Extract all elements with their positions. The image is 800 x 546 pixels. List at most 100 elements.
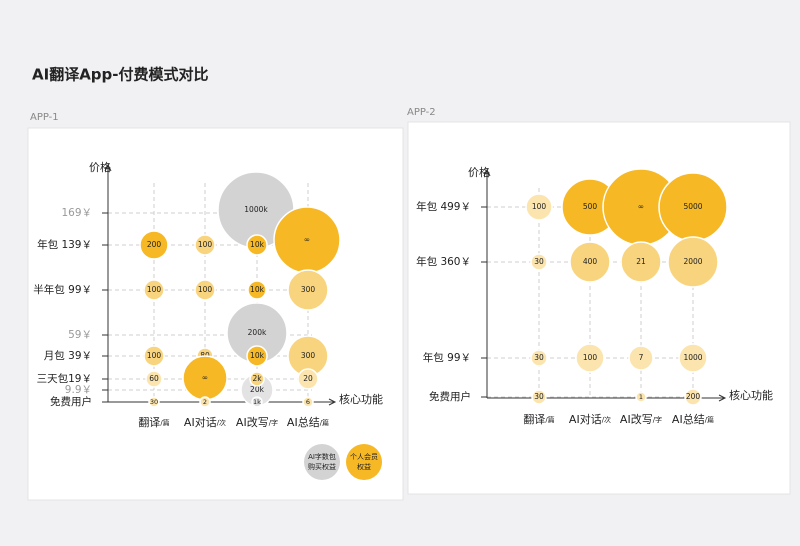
- row-label: 年包 139￥: [37, 238, 92, 251]
- bubble-label: 400: [583, 257, 598, 266]
- bubble: [569, 241, 611, 283]
- column-unit: /字: [269, 418, 278, 427]
- column-name: AI总结: [672, 412, 705, 426]
- bubble: [246, 234, 268, 256]
- bubble: [249, 371, 265, 387]
- column-name: AI改写: [236, 415, 269, 429]
- bubble: [297, 368, 319, 390]
- column-label: AI总结/篇: [287, 415, 329, 429]
- bubble-label: 6: [306, 398, 310, 406]
- row-label: 免费用户: [50, 395, 92, 408]
- panel-label: APP-1: [30, 112, 59, 123]
- column-unit: /次: [602, 415, 611, 424]
- bubble: [531, 389, 547, 405]
- column-label: AI对话/次: [569, 412, 611, 426]
- bubble-label: 30: [534, 353, 544, 362]
- legend-label: 个人会员: [350, 452, 378, 461]
- column-label: AI总结/篇: [672, 412, 714, 426]
- bubble-label: 5000: [683, 202, 702, 211]
- bubble: [530, 349, 548, 367]
- legend-swatch: [346, 444, 382, 480]
- bubble-label: 2: [203, 398, 207, 406]
- bubble: [525, 193, 553, 221]
- bubble: [251, 396, 263, 408]
- bubble: [667, 236, 719, 288]
- bubble-label: 30: [534, 257, 544, 266]
- legend-label: 权益: [357, 462, 371, 471]
- bubble: [247, 280, 267, 300]
- bubble-label: 1k: [253, 398, 261, 406]
- bubble: [287, 269, 329, 311]
- bubble-label: 200: [147, 240, 162, 249]
- bubble: [302, 396, 314, 408]
- bubble: [143, 345, 165, 367]
- column-name: 翻译: [523, 412, 545, 426]
- bubble: [139, 230, 169, 260]
- row-label: 59￥: [68, 329, 92, 341]
- column-name: 翻译: [138, 415, 160, 429]
- row-label: 免费用户: [429, 390, 471, 403]
- column-label: 翻译/篇: [523, 412, 554, 426]
- bubble-label: 100: [198, 285, 213, 294]
- bubble-label: 10k: [250, 285, 265, 294]
- bubble-label: 7: [639, 353, 644, 362]
- y-axis-title: 价格: [89, 160, 111, 174]
- bubble-label: 300: [301, 285, 316, 294]
- card: [407, 121, 791, 495]
- bubble: [678, 343, 708, 373]
- bubble-label: 30: [534, 392, 544, 401]
- bubble-label: 10k: [250, 351, 265, 360]
- column-unit: /次: [217, 418, 226, 427]
- bubble-label: 30: [150, 398, 158, 406]
- row-label: 9.9￥: [65, 384, 92, 396]
- bubble-label: 500: [583, 202, 598, 211]
- bubble-label: 2000: [683, 257, 702, 266]
- column-unit: /字: [653, 415, 662, 424]
- column-name: AI对话: [569, 412, 602, 426]
- bubble-label: 60: [149, 374, 159, 383]
- bubble: [194, 279, 216, 301]
- y-arrow: [104, 163, 112, 172]
- column-unit: /篇: [160, 418, 169, 427]
- x-axis-title: 核心功能: [339, 392, 383, 406]
- bubble-label: 100: [147, 351, 162, 360]
- bubble: [145, 370, 163, 388]
- column-unit: /篇: [545, 415, 554, 424]
- column-name: AI改写: [620, 412, 653, 426]
- row-label: 169￥: [61, 207, 92, 219]
- bubble: [194, 234, 216, 256]
- row-label: 年包 99￥: [423, 351, 471, 364]
- row-label: 年包 360￥: [416, 255, 471, 268]
- bubble: [628, 345, 654, 371]
- x-axis-title: 核心功能: [729, 388, 773, 402]
- bubble-label: 200: [686, 392, 701, 401]
- column-label: AI对话/次: [184, 415, 226, 429]
- bubble: [530, 253, 548, 271]
- y-arrow: [483, 168, 491, 177]
- bubble-label: 100: [147, 285, 162, 294]
- bubble-label: ∞: [304, 235, 310, 244]
- legend-label: AI字数包: [308, 452, 336, 461]
- legend-label: 购买权益: [308, 462, 336, 471]
- bubble-label: 1000: [683, 353, 702, 362]
- bubble: [148, 396, 160, 408]
- bubble-label: 1000k: [244, 205, 268, 214]
- bubble: [635, 391, 647, 403]
- bubble-label: 100: [198, 240, 213, 249]
- bubble-label: ∞: [202, 373, 208, 382]
- column-label: AI改写/字: [620, 412, 662, 426]
- page-title: AI翻译App-付费模式对比: [32, 66, 209, 84]
- column-unit: /篇: [320, 418, 329, 427]
- bubble: [684, 388, 702, 406]
- bubble-label: 10k: [250, 240, 265, 249]
- bubble-label: 100: [532, 202, 547, 211]
- bubble: [143, 279, 165, 301]
- row-label: 年包 499￥: [416, 200, 471, 213]
- bubble-label: 20k: [250, 385, 265, 394]
- bubble-label: 300: [301, 351, 316, 360]
- column-label: AI改写/字: [236, 415, 278, 429]
- bubble-label: 200k: [248, 328, 267, 337]
- row-label: 半年包 99￥: [33, 283, 92, 296]
- x-arrow: [328, 398, 337, 406]
